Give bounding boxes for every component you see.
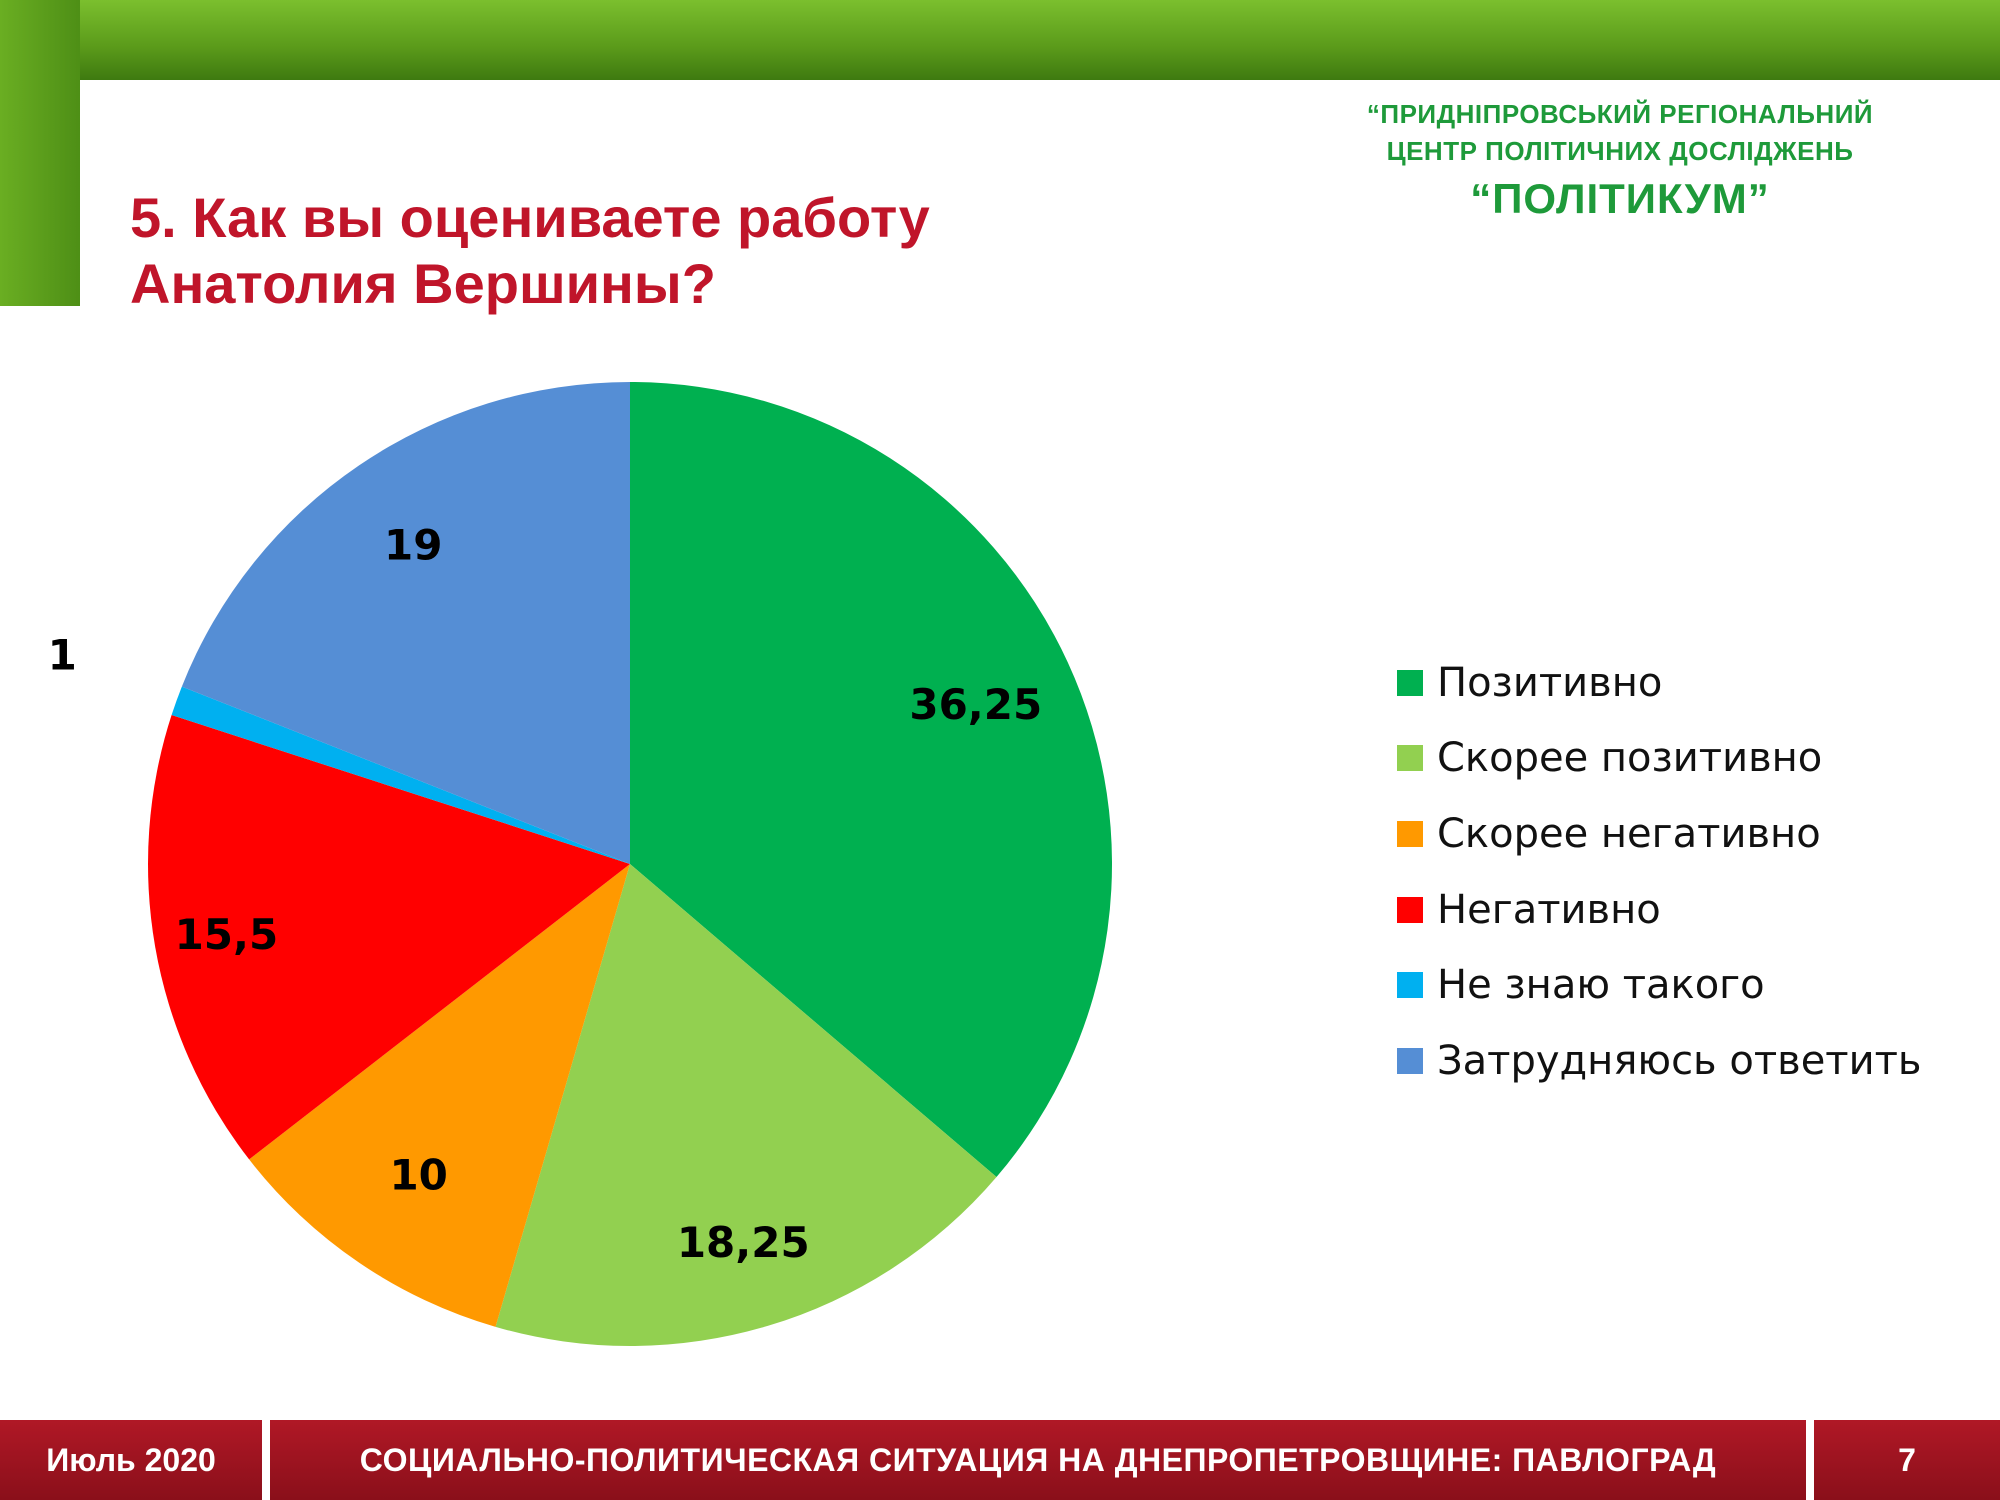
- footer-title: СОЦИАЛЬНО-ПОЛИТИЧЕСКАЯ СИТУАЦИЯ НА ДНЕПР…: [270, 1420, 1806, 1500]
- legend-swatch: [1397, 669, 1423, 696]
- org-line-3: “ПОЛІТИКУМ”: [1470, 175, 1770, 222]
- legend-item: Затрудняюсь ответить: [1397, 1023, 1921, 1099]
- legend-label: Негативно: [1437, 886, 1661, 933]
- legend-swatch: [1397, 745, 1423, 772]
- pie-slice-4: [148, 715, 630, 1160]
- data-label-1: 36,25: [909, 680, 1042, 729]
- pie-slice-1: [630, 382, 1112, 1178]
- legend-label: Позитивно: [1437, 659, 1663, 706]
- data-label-3: 10: [389, 1150, 447, 1199]
- pie-slice-3: [249, 864, 631, 1327]
- data-label-6: 19: [384, 521, 442, 570]
- legend-swatch: [1397, 896, 1423, 923]
- legend-item: Не знаю такого: [1397, 947, 1921, 1023]
- legend-swatch: [1397, 1047, 1423, 1074]
- pie-slice-6: [181, 382, 631, 864]
- legend-label: Скорее позитивно: [1437, 735, 1823, 782]
- side-band: [0, 0, 80, 306]
- chart-legend: Позитивно Скорее позитивно Скорее негативн…: [1397, 645, 1921, 1099]
- legend-item: Скорее позитивно: [1397, 721, 1921, 797]
- footer: Июль 2020 СОЦИАЛЬНО-ПОЛИТИЧЕСКАЯ СИТУАЦИ…: [0, 1420, 2000, 1500]
- data-label-2: 18,25: [677, 1218, 810, 1267]
- title-line-2: Анатолия Вершины?: [130, 252, 716, 315]
- legend-item: Негативно: [1397, 872, 1921, 948]
- pie-data-labels: 36,25 18,25 10 15,5 1 19: [48, 521, 1043, 1268]
- pie-slices: [148, 382, 1112, 1346]
- legend-label: Затрудняюсь ответить: [1437, 1037, 1922, 1084]
- slide-title: 5. Как вы оцениваете работу Анатолия Вер…: [130, 185, 1030, 317]
- header-band: [0, 0, 2000, 80]
- pie-slice-5: [171, 686, 630, 864]
- legend-label: Не знаю такого: [1437, 962, 1765, 1009]
- org-line-2: ЦЕНТР ПОЛІТИЧНИХ ДОСЛІДЖЕНЬ: [1386, 136, 1854, 166]
- organization-name: “ПРИДНІПРОВСЬКИЙ РЕГІОНАЛЬНИЙ ЦЕНТР ПОЛІ…: [1300, 96, 1940, 224]
- footer-date: Июль 2020: [0, 1420, 262, 1500]
- legend-item: Скорее негативно: [1397, 796, 1921, 872]
- legend-swatch: [1397, 820, 1423, 847]
- legend-item: Позитивно: [1397, 645, 1921, 721]
- org-line-1: “ПРИДНІПРОВСЬКИЙ РЕГІОНАЛЬНИЙ: [1366, 99, 1874, 129]
- page-number: 7: [1814, 1420, 2000, 1500]
- pie-slice-2: [495, 864, 997, 1346]
- title-line-1: 5. Как вы оцениваете работу: [130, 186, 930, 249]
- data-label-4: 15,5: [175, 910, 279, 959]
- data-label-5: 1: [48, 631, 77, 680]
- legend-swatch: [1397, 972, 1423, 999]
- side-notch: [0, 306, 80, 366]
- legend-label: Скорее негативно: [1437, 810, 1821, 857]
